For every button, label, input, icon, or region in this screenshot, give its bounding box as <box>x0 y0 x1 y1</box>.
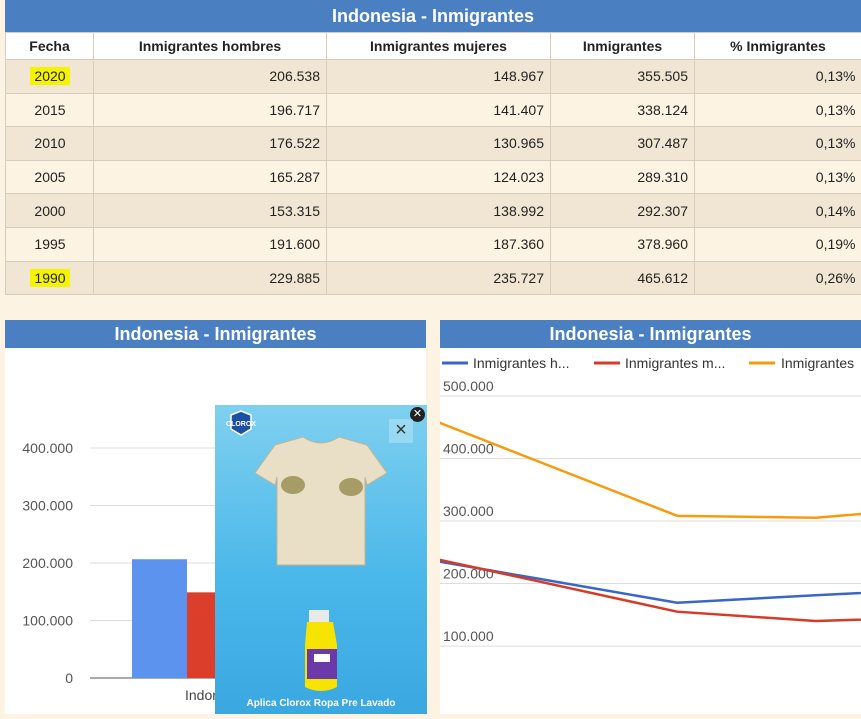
table-row: 2000 153.315 138.992 292.307 0,14% <box>6 194 861 228</box>
ad-dismiss-icon[interactable]: × <box>389 419 413 443</box>
cell-women: 138.992 <box>327 194 551 228</box>
ad-artwork: CLOROX <box>215 405 427 714</box>
ad-caption: Aplica Clorox Ropa Pre Lavado <box>215 694 427 714</box>
line-series-women[interactable] <box>440 551 861 621</box>
bar-y-tick: 200.000 <box>22 555 73 571</box>
column-header-women[interactable]: Inmigrantes mujeres <box>327 33 551 60</box>
cell-percent: 0,13% <box>695 127 861 161</box>
cell-percent: 0,13% <box>695 160 861 194</box>
spray-bottle-image <box>305 610 337 691</box>
line-series-total[interactable] <box>440 407 861 517</box>
column-header-men[interactable]: Inmigrantes hombres <box>94 33 327 60</box>
cell-total: 338.124 <box>551 93 695 127</box>
tshirt-image <box>255 437 387 565</box>
bar-y-tick: 100.000 <box>22 613 73 629</box>
line-y-tick: 500.000 <box>443 378 494 394</box>
column-header-total[interactable]: Inmigrantes <box>551 33 695 60</box>
cell-percent: 0,19% <box>695 227 861 261</box>
cell-men: 153.315 <box>94 194 327 228</box>
cell-men: 229.885 <box>94 261 327 295</box>
bar-men[interactable] <box>132 559 187 678</box>
cell-men: 191.600 <box>94 227 327 261</box>
line-chart-title: Indonesia - Inmigrantes <box>440 320 861 348</box>
stain <box>339 478 363 496</box>
bar-y-tick: 0 <box>65 670 73 686</box>
highlighted-year: 1990 <box>30 269 69 287</box>
cell-men: 206.538 <box>94 60 327 94</box>
cell-women: 130.965 <box>327 127 551 161</box>
cell-year: 1995 <box>6 227 94 261</box>
table-row: 1995 191.600 187.360 378.960 0,19% <box>6 227 861 261</box>
bar-y-tick: 300.000 <box>22 498 73 514</box>
immigrants-table-panel: Indonesia - Inmigrantes Fecha Inmigrante… <box>5 0 861 295</box>
immigrants-table: Fecha Inmigrantes hombres Inmigrantes mu… <box>5 32 861 295</box>
table-row: 2020 206.538 148.967 355.505 0,13% <box>6 60 861 94</box>
bar-chart-title: Indonesia - Inmigrantes <box>5 320 426 348</box>
line-chart[interactable]: Inmigrantes h... Inmigrantes m... Inmigr… <box>440 348 861 714</box>
clorox-logo: CLOROX <box>226 411 256 435</box>
cell-year: 2010 <box>6 127 94 161</box>
table-row: 1990 229.885 235.727 465.612 0,26% <box>6 261 861 295</box>
column-header-percent[interactable]: % Inmigrantes <box>695 33 861 60</box>
table-row: 2005 165.287 124.023 289.310 0,13% <box>6 160 861 194</box>
cell-women: 187.360 <box>327 227 551 261</box>
ad-brand: CLOROX <box>226 421 256 428</box>
legend-total[interactable]: Inmigrantes <box>781 355 854 371</box>
cell-total: 355.505 <box>551 60 695 94</box>
cell-year: 2005 <box>6 160 94 194</box>
cell-total: 307.487 <box>551 127 695 161</box>
line-y-tick: 400.000 <box>443 440 494 456</box>
cell-men: 176.522 <box>94 127 327 161</box>
line-series-men[interactable] <box>440 555 861 603</box>
line-y-tick: 200.000 <box>443 566 494 582</box>
line-y-tick: 100.000 <box>443 628 494 644</box>
table-row: 2015 196.717 141.407 338.124 0,13% <box>6 93 861 127</box>
cell-men: 165.287 <box>94 160 327 194</box>
line-chart-panel: Indonesia - Inmigrantes Inmigrantes h...… <box>440 320 861 714</box>
cell-year: 1990 <box>6 261 94 295</box>
cell-percent: 0,13% <box>695 60 861 94</box>
cell-year: 2000 <box>6 194 94 228</box>
cell-total: 292.307 <box>551 194 695 228</box>
cell-percent: 0,14% <box>695 194 861 228</box>
advertisement[interactable]: CLOROX Aplica Clorox Ropa Pre Lavado <box>215 405 427 714</box>
cell-total: 289.310 <box>551 160 695 194</box>
legend-women[interactable]: Inmigrantes m... <box>625 355 725 371</box>
bar-y-tick: 400.000 <box>22 440 73 456</box>
cell-total: 378.960 <box>551 227 695 261</box>
cell-year: 2020 <box>6 60 94 94</box>
cell-women: 235.727 <box>327 261 551 295</box>
table-title: Indonesia - Inmigrantes <box>5 0 861 32</box>
legend-men[interactable]: Inmigrantes h... <box>473 355 570 371</box>
cell-women: 124.023 <box>327 160 551 194</box>
cell-men: 196.717 <box>94 93 327 127</box>
line-y-tick: 300.000 <box>443 503 494 519</box>
table-row: 2010 176.522 130.965 307.487 0,13% <box>6 127 861 161</box>
cell-women: 148.967 <box>327 60 551 94</box>
cell-women: 141.407 <box>327 93 551 127</box>
cell-total: 465.612 <box>551 261 695 295</box>
cell-year: 2015 <box>6 93 94 127</box>
column-header-fecha[interactable]: Fecha <box>6 33 94 60</box>
stain <box>281 476 305 494</box>
cell-percent: 0,26% <box>695 261 861 295</box>
table-header-row: Fecha Inmigrantes hombres Inmigrantes mu… <box>6 33 861 60</box>
highlighted-year: 2020 <box>30 67 69 85</box>
cell-percent: 0,13% <box>695 93 861 127</box>
